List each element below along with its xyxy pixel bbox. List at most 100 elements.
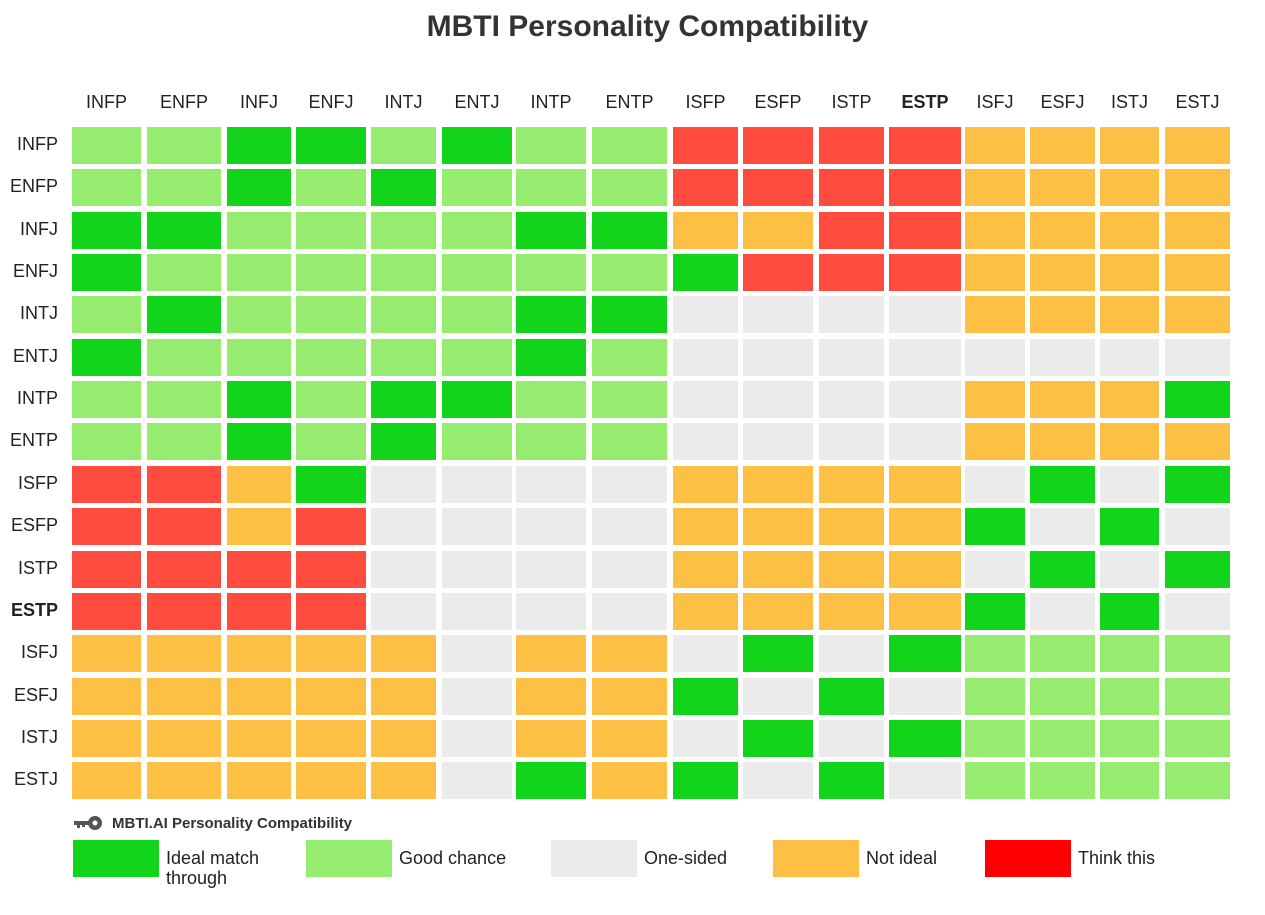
cell-onesided [743,423,813,461]
cell-notideal [1100,381,1159,419]
cell-notideal [1100,169,1159,207]
cell-notideal [592,719,667,757]
cell-ideal [1100,508,1159,546]
column-label: INTP [530,92,572,112]
cell-notideal [965,423,1025,461]
cell-ideal [227,381,291,419]
cell-good [1165,635,1230,673]
cell-onesided [1165,508,1230,546]
cell-think [889,127,961,164]
cell-notideal [227,762,291,800]
cell-think [819,211,884,249]
cell-onesided [889,296,961,334]
cell-good [592,169,667,207]
cell-think [889,169,961,207]
cell-onesided [516,465,586,503]
cell-onesided [819,338,884,376]
cell-onesided [516,508,586,546]
column-label: ISTJ [1110,92,1149,112]
cell-notideal [147,762,221,800]
cell-ideal [1100,592,1159,630]
cell-onesided [371,550,436,588]
cell-good [227,211,291,249]
legend-label: Good chance [399,848,507,868]
cell-notideal [965,169,1025,207]
cell-notideal [743,592,813,630]
cell-good [1165,677,1230,715]
cell-think [147,465,221,503]
cell-notideal [592,677,667,715]
cell-notideal [147,719,221,757]
cell-notideal [296,762,366,800]
cell-good [965,635,1025,673]
cell-notideal [673,550,738,588]
cell-notideal [1030,423,1095,461]
cell-good [147,169,221,207]
cell-good [1030,719,1095,757]
cell-onesided [442,550,512,588]
column-label: INFJ [240,92,278,112]
legend-label: Ideal match [166,848,260,868]
column-label: ISFJ [976,92,1014,112]
cell-onesided [1165,338,1230,376]
cell-notideal [1030,127,1095,164]
cell-onesided [819,381,884,419]
cell-good [147,381,221,419]
cell-onesided [819,635,884,673]
cell-think [743,127,813,164]
cell-onesided [743,762,813,800]
column-label: ISTP [831,92,872,112]
cell-ideal [72,211,141,249]
cell-notideal [72,762,141,800]
cell-ideal [592,296,667,334]
cell-notideal [227,719,291,757]
cell-think [673,127,738,164]
cell-ideal [296,465,366,503]
cell-onesided [673,296,738,334]
cell-notideal [516,677,586,715]
cell-good [1100,762,1159,800]
cell-ideal [819,677,884,715]
cell-good [592,381,667,419]
cell-good [442,211,512,249]
cell-good [296,211,366,249]
brand-label: MBTI.AI Personality Compatibility [112,814,353,832]
cell-onesided [371,465,436,503]
column-label: ENFJ [308,92,354,112]
cell-notideal [1100,254,1159,292]
cell-ideal [673,254,738,292]
cell-notideal [889,550,961,588]
cell-notideal [296,635,366,673]
cell-good [1100,719,1159,757]
row-label: ESFJ [13,684,58,705]
cell-good [1165,762,1230,800]
cell-ideal [743,635,813,673]
cell-onesided [442,465,512,503]
cell-good [442,169,512,207]
cell-think [889,254,961,292]
cell-notideal [227,635,291,673]
cell-notideal [819,550,884,588]
cell-notideal [889,508,961,546]
cell-notideal [819,592,884,630]
cell-notideal [743,211,813,249]
cell-good [296,338,366,376]
brand: MBTI.AI Personality Compatibility [72,813,352,833]
cell-onesided [889,381,961,419]
legend-label: Not ideal [866,848,938,868]
legend-label: Think this through [166,848,1156,888]
row-label: ISTJ [20,726,58,747]
cell-ideal [516,296,586,334]
cell-good [371,338,436,376]
column-label: ESTJ [1175,92,1220,112]
cell-good [516,423,586,461]
cell-good [592,423,667,461]
cell-onesided [673,381,738,419]
cell-onesided [442,719,512,757]
cell-good [1100,635,1159,673]
cell-onesided [819,423,884,461]
row-label: INTP [16,388,58,409]
cell-ideal [1030,550,1095,588]
cell-notideal [227,677,291,715]
cell-notideal [147,677,221,715]
